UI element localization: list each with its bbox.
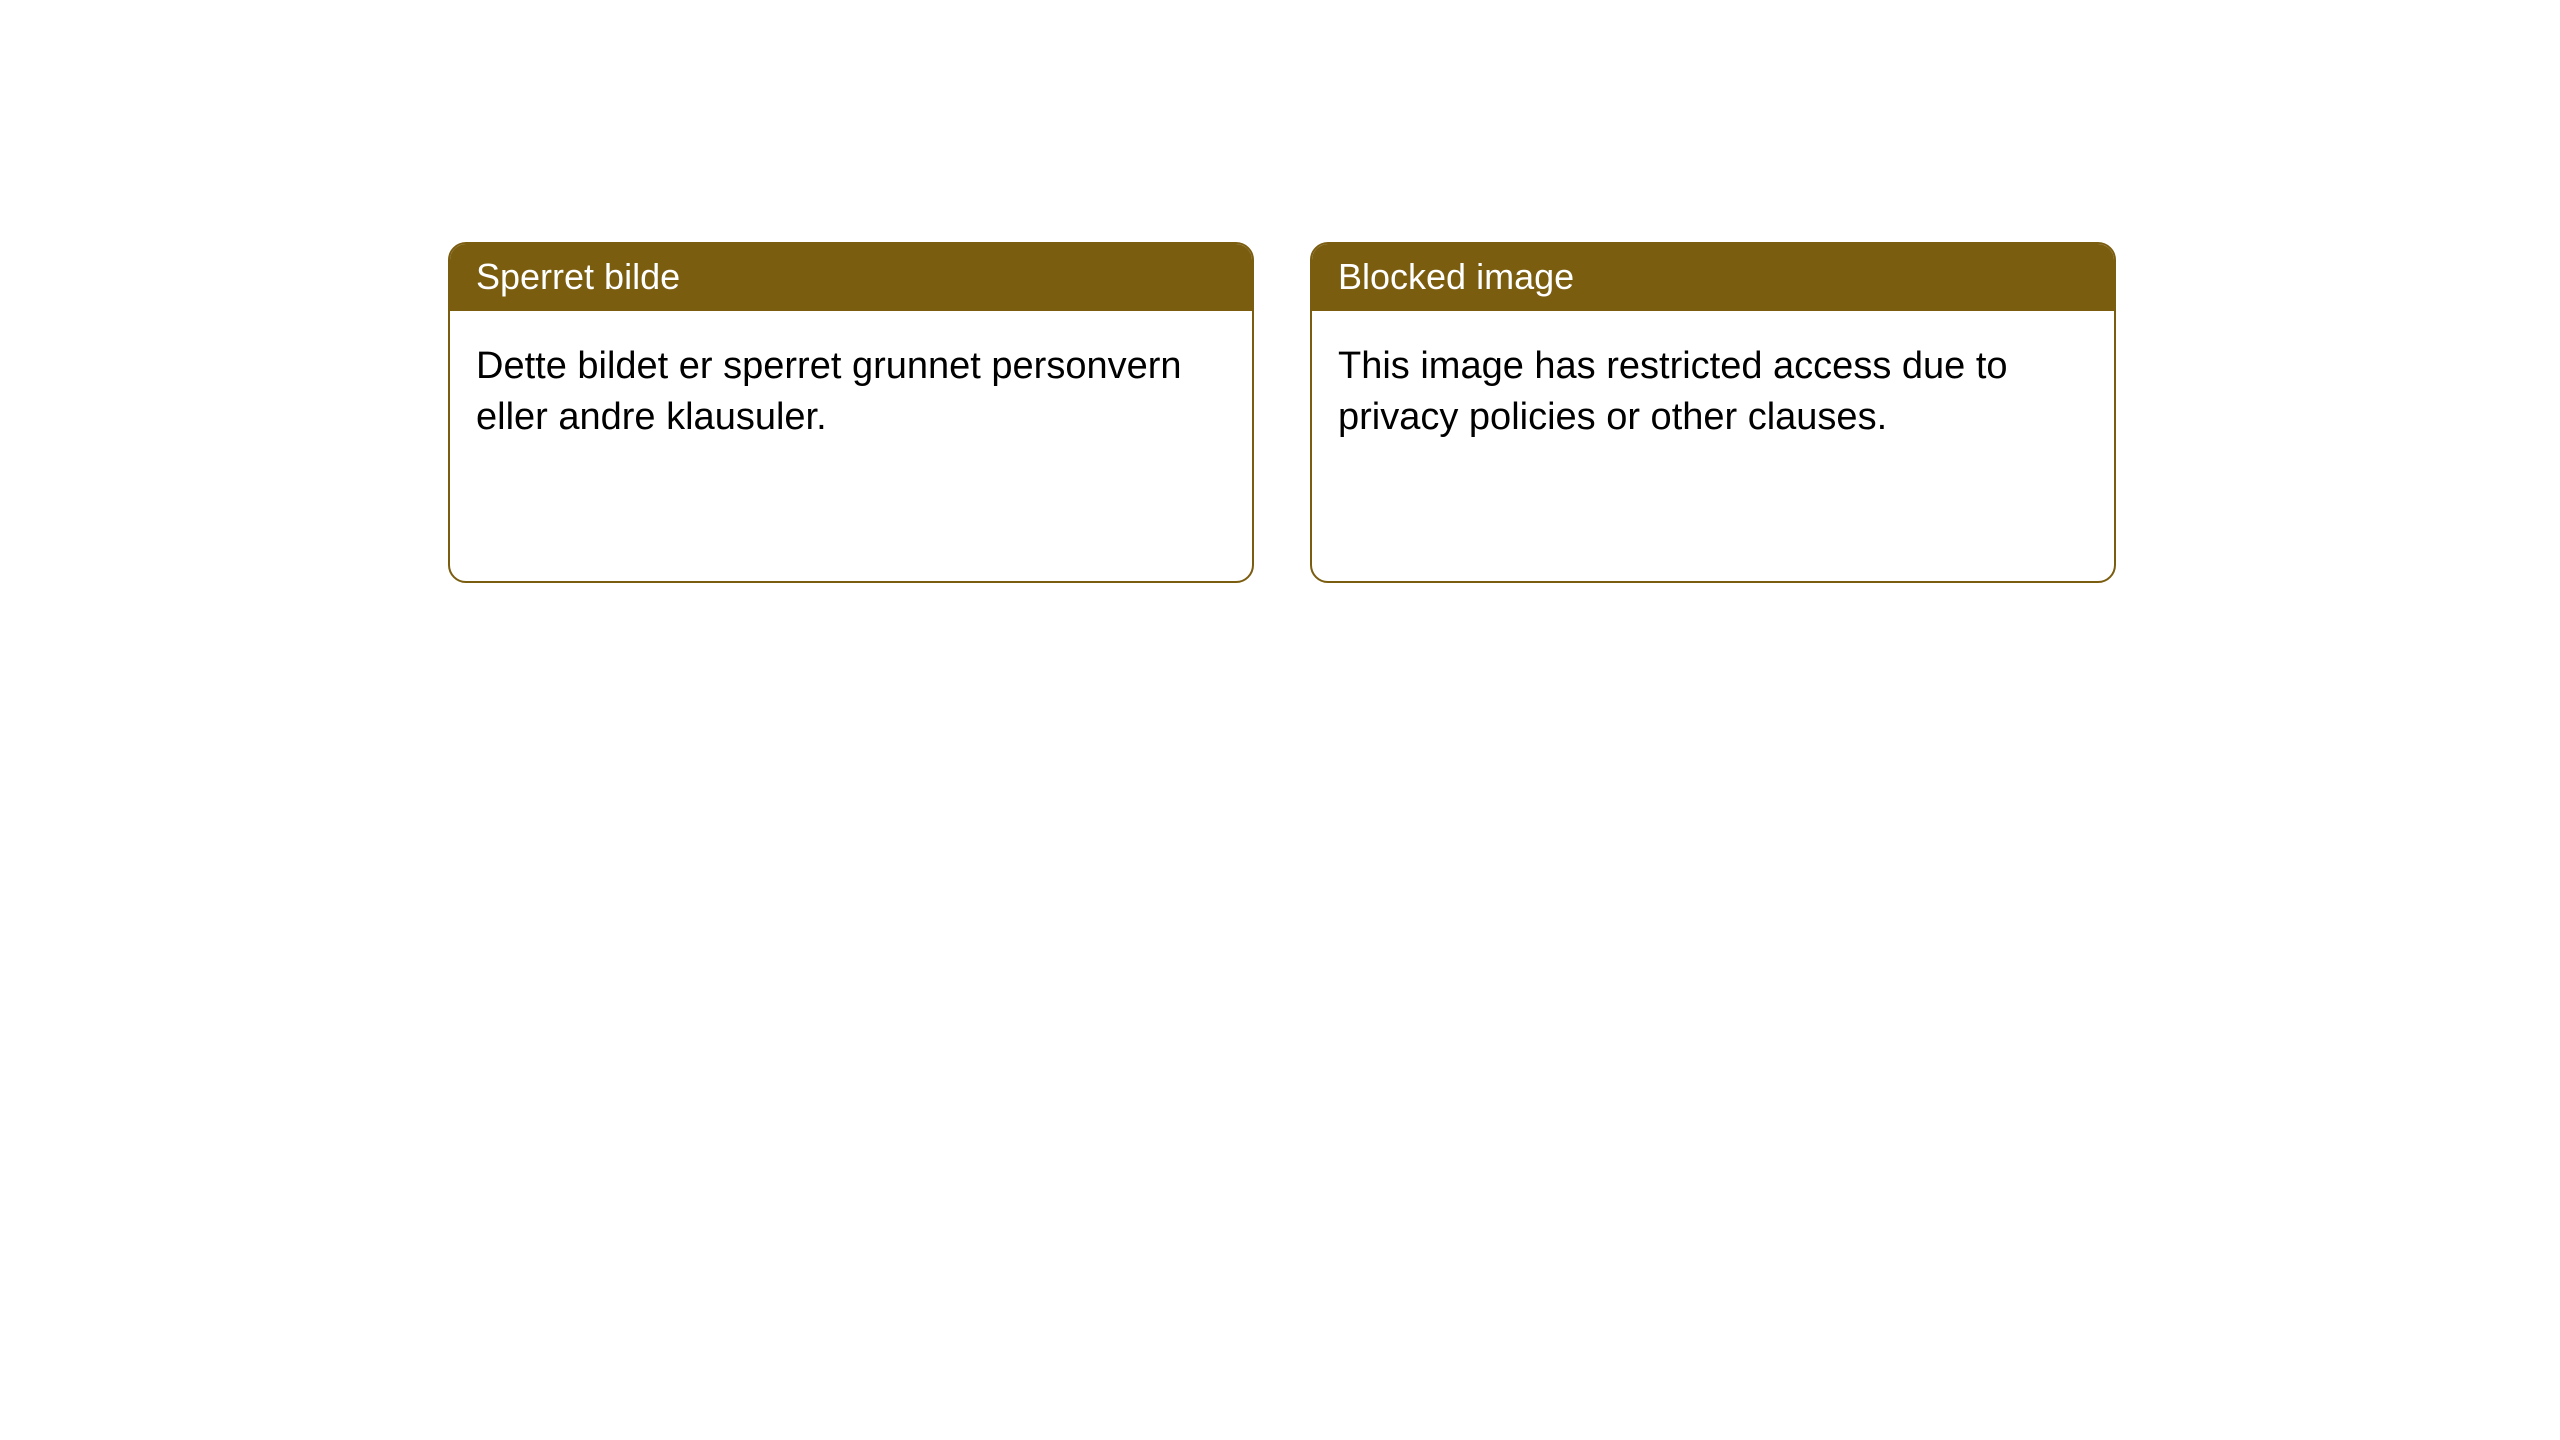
notice-body-no: Dette bildet er sperret grunnet personve…	[450, 311, 1252, 581]
notice-title-no: Sperret bilde	[450, 244, 1252, 311]
notice-card-en: Blocked image This image has restricted …	[1310, 242, 2116, 583]
notice-title-en: Blocked image	[1312, 244, 2114, 311]
notice-card-no: Sperret bilde Dette bildet er sperret gr…	[448, 242, 1254, 583]
notice-container: Sperret bilde Dette bildet er sperret gr…	[0, 0, 2560, 583]
notice-body-en: This image has restricted access due to …	[1312, 311, 2114, 581]
